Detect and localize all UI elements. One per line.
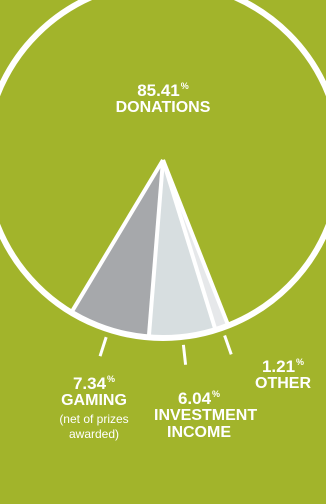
slice-divider <box>161 159 231 327</box>
gaming-unit: % <box>107 374 116 384</box>
investment-income-value: 6.04 <box>177 389 212 408</box>
other-unit: % <box>296 357 305 367</box>
slice-divider <box>69 158 165 314</box>
donations-label: 85.41% DONATIONS <box>100 81 226 117</box>
investment-income-name: INVESTMENT INCOME <box>154 406 258 441</box>
investment-income-label: 6.04% INVESTMENT INCOME <box>147 389 258 441</box>
donations-value: 85.41 <box>137 81 180 100</box>
investment-income-slice <box>148 160 216 339</box>
gaming-name: GAMING <box>61 391 127 409</box>
gaming-value: 7.34 <box>72 374 107 393</box>
pie-outline <box>0 0 326 341</box>
gaming-note: (net of prizes awarded) <box>59 411 129 442</box>
other-label: 1.21% OTHER <box>248 357 318 393</box>
other-value: 1.21 <box>261 357 296 376</box>
donations-unit: % <box>180 81 189 91</box>
gaming-tick <box>98 336 108 357</box>
donations-name: DONATIONS <box>115 98 211 116</box>
other-name: OTHER <box>255 374 311 392</box>
other-tick <box>223 335 233 355</box>
slice-divider <box>161 159 218 331</box>
slice-divider <box>146 159 165 338</box>
gaming-label: 7.34% GAMING (net of prizes awarded) <box>46 374 142 443</box>
donations-slice <box>0 0 326 326</box>
investment-income-unit: % <box>212 389 221 399</box>
investment-income-tick <box>181 344 188 365</box>
gaming-slice <box>71 160 163 338</box>
